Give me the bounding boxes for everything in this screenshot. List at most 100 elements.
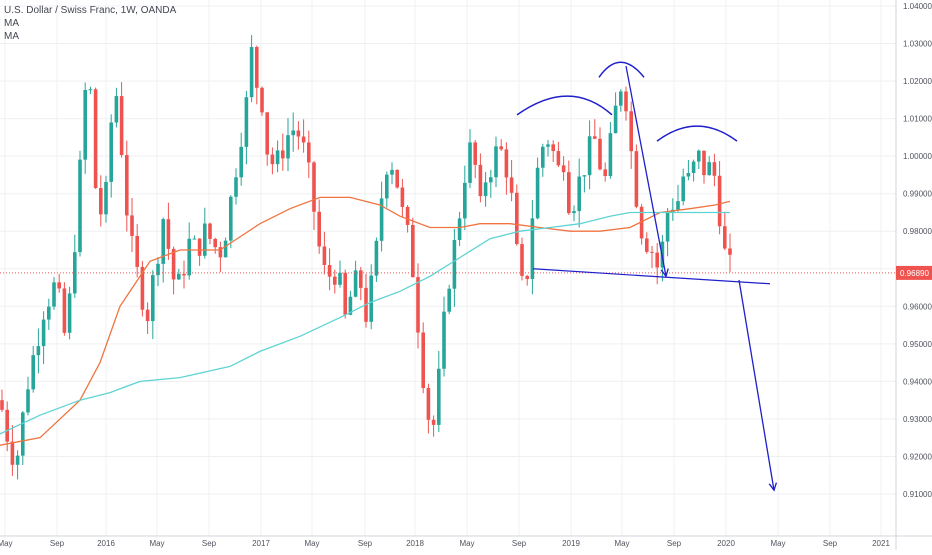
candle-up [21,412,25,456]
candle-down [213,238,217,248]
candle-up [151,275,155,322]
candle-down [634,151,639,207]
x-tick-label: May [0,539,13,548]
y-tick-label: 1.02000 [903,77,932,86]
candle-down [712,162,717,176]
x-tick-label: 2020 [717,539,735,548]
candle-up [353,270,358,297]
candle-up [177,273,181,280]
candle-up [457,218,462,241]
candle-down [99,188,103,215]
candle-up [223,240,228,258]
candle-up [379,198,384,241]
candle-down [322,246,327,265]
candle-down [416,277,420,333]
candle-up [348,296,353,315]
candle-down [593,136,597,139]
candle-down [171,248,176,280]
neckline [532,268,771,285]
candle-down [130,215,134,236]
candle-up [109,122,113,182]
x-tick-label: 2016 [97,539,115,548]
candle-up [463,182,467,219]
arrow-down-2 [738,279,775,491]
head-arc [598,61,645,78]
candle-down [645,238,649,252]
candle-down [125,155,129,216]
candle-down [567,172,571,214]
candle-up [374,240,379,276]
candle-up [369,275,373,322]
candle-up [452,240,457,289]
candle-up [608,133,613,177]
candle-down [327,264,332,277]
moving-average-line-1 [0,196,731,446]
candle-down [702,150,706,176]
candle-up [249,47,254,98]
candle-down [723,226,727,249]
candle-down [265,112,269,155]
candle-up [665,212,670,242]
candle-up [582,175,587,177]
candle-up [681,176,685,202]
candle-down [5,409,9,442]
candle-down [504,149,509,178]
candle-up [187,238,191,276]
candle-down [655,252,659,268]
arrow-down-1 [625,65,667,277]
x-tick-label: Sep [667,539,682,548]
candle-up [447,288,451,312]
right-shoulder-arc [656,125,738,142]
candle-up [52,282,56,307]
axis-corner [897,537,932,550]
candle-down [499,146,503,150]
candle-up [234,177,238,197]
candle-down [333,276,337,285]
candle-down [603,169,607,177]
candle-down [182,273,186,276]
candle-down [255,47,259,88]
y-tick-label: 0.91000 [903,490,932,499]
candle-up [489,177,493,183]
candle-up [31,355,35,390]
candle-up [676,201,680,210]
x-tick-label: Sep [358,539,373,548]
y-tick-label: 1.04000 [903,2,932,11]
candle-up [686,173,691,177]
candle-up [88,89,93,91]
candle-up [192,238,197,240]
candle-up [67,293,72,333]
candle-down [717,175,722,227]
candle-up [483,182,488,197]
candle-down [317,211,321,247]
candle-up [36,346,41,356]
candle-up [535,167,540,219]
candle-up [47,306,51,320]
candle-up [114,96,119,123]
candle-down [525,275,529,279]
candle-down [296,130,301,137]
candle-down [270,154,275,165]
x-tick-label: 2018 [406,539,424,548]
last-price-label: 0.96890 [900,269,929,278]
candle-down [197,238,202,256]
candle-up [437,368,441,425]
candle-down [208,223,212,239]
candle-down [598,138,602,170]
candle-down [93,89,98,189]
candle-down [556,151,561,166]
x-tick-label: May [614,539,629,548]
candle-down [0,400,4,410]
candle-up [338,272,342,285]
candle-up [104,181,108,215]
candle-down [400,187,405,207]
candle-down [359,270,363,288]
indicator-label-ma-1: MA [4,18,19,29]
candle-up [41,319,46,347]
x-tick-label: Sep [823,539,838,548]
y-tick-label: 1.03000 [903,40,932,49]
candle-down [135,235,139,267]
candle-down [62,288,67,333]
